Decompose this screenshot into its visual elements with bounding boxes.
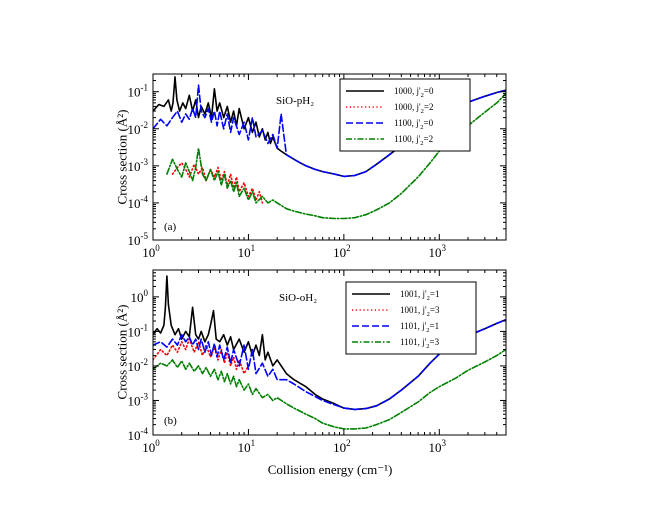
- legend-label: 1100, j'2=0: [394, 118, 434, 131]
- y-tick-label: 10-3: [128, 391, 149, 408]
- y-axis-label-b: Cross section (Å²): [113, 304, 129, 400]
- panel-label: (b): [164, 415, 177, 427]
- series-line-4: [166, 92, 506, 220]
- y-tick-label: 10-5: [128, 231, 149, 248]
- x-tick-label: 101: [238, 243, 256, 260]
- panel-label: (a): [164, 221, 177, 233]
- legend: 1000, j'2=0 1000, j'2=2 1100, j'2=0 1100, j…: [339, 78, 471, 152]
- y-tick-label: 100: [131, 288, 149, 305]
- legend-label: 1101, j'2=3: [400, 337, 440, 350]
- x-axis-label: Collision energy (cm⁻¹): [267, 462, 393, 477]
- panel-a: 100 101 102 103 10-5 10-4 10-3 10-2 10-1 SiO-pH₂ (…: [128, 73, 507, 260]
- series-line-2: [171, 162, 264, 204]
- x-tick-label: 102: [333, 438, 351, 455]
- legend-label: 1000, j'2=2: [394, 102, 433, 115]
- legend-label: 1100, j'2=2: [394, 134, 433, 147]
- series-line-2: [153, 338, 250, 375]
- legend-label: 1101, j'2=1: [400, 321, 439, 334]
- legend-label: 1001, j'2=3: [400, 305, 440, 318]
- series-line-3: [153, 318, 506, 411]
- y-tick-label: 10-2: [128, 357, 149, 374]
- y-tick-label: 10-1: [128, 83, 149, 100]
- legend-label: 1000, j'2=0: [394, 86, 434, 99]
- y-tick-label: 10-3: [128, 157, 149, 174]
- y-tick-label: 10-2: [128, 120, 149, 137]
- legend-label: 1001, j'2=1: [400, 289, 439, 302]
- x-tick-label: 100: [142, 243, 160, 260]
- x-tick-label: 103: [429, 438, 447, 455]
- system-annotation: SiO-oH₂: [279, 292, 317, 304]
- x-tick-label: 100: [142, 438, 160, 455]
- x-tick-label: 102: [333, 243, 351, 260]
- series-line-4: [153, 348, 506, 430]
- y-axis-label-a: Cross section (Å²): [113, 109, 129, 205]
- series-line-1: [153, 76, 506, 178]
- y-tick-label: 10-4: [128, 194, 149, 211]
- y-tick-label: 10-4: [128, 426, 149, 443]
- series-line-3: [153, 84, 506, 178]
- legend: 1001, j'2=1 1001, j'2=3 1101, j'2=1 1101, j…: [345, 281, 477, 355]
- x-tick-label: 101: [238, 438, 256, 455]
- x-tick-label: 103: [429, 243, 447, 260]
- y-tick-label: 10-1: [128, 322, 149, 339]
- panel-b: 100 101 102 103 10-4 10-3 10-2 10-1 100 SiO-oH₂ (b…: [128, 269, 507, 455]
- system-annotation: SiO-pH₂: [276, 95, 314, 107]
